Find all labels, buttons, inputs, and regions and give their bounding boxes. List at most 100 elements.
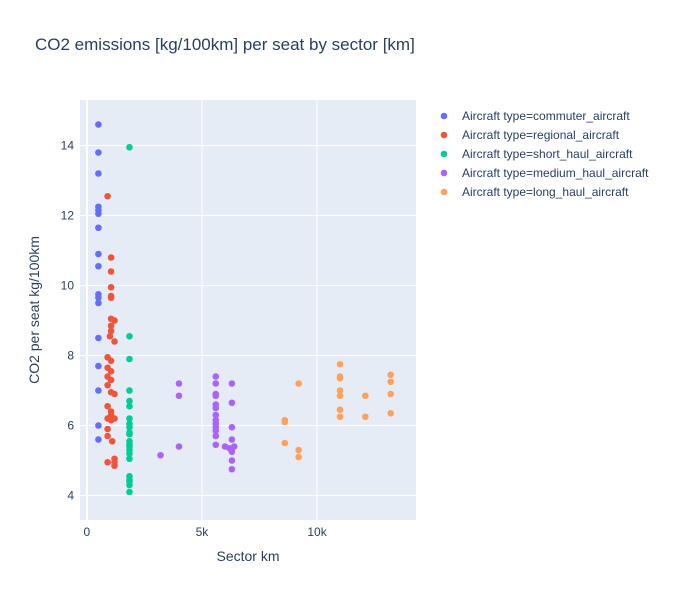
- data-point[interactable]: [212, 373, 220, 380]
- data-point[interactable]: [228, 436, 236, 443]
- data-point[interactable]: [295, 446, 302, 454]
- legend-item[interactable]: Aircraft type=medium_haul_aircraft: [440, 166, 649, 180]
- data-point[interactable]: [228, 399, 236, 407]
- data-point[interactable]: [387, 390, 394, 398]
- data-point[interactable]: [212, 404, 220, 412]
- data-point[interactable]: [126, 402, 133, 410]
- data-point[interactable]: [111, 338, 118, 345]
- data-point[interactable]: [362, 392, 369, 400]
- data-point[interactable]: [107, 411, 115, 419]
- data-point[interactable]: [387, 409, 394, 417]
- series-group: [281, 360, 394, 461]
- data-point[interactable]: [295, 380, 302, 387]
- data-point[interactable]: [212, 380, 220, 387]
- data-point[interactable]: [95, 170, 102, 177]
- data-point[interactable]: [104, 458, 111, 466]
- data-point[interactable]: [111, 317, 118, 324]
- legend-label: Aircraft type=long_haul_aircraft: [462, 185, 629, 199]
- data-point[interactable]: [336, 392, 344, 400]
- data-point[interactable]: [104, 402, 111, 410]
- legend-item[interactable]: Aircraft type=short_haul_aircraft: [440, 147, 633, 161]
- data-point[interactable]: [107, 367, 115, 375]
- data-point[interactable]: [95, 334, 102, 342]
- data-point[interactable]: [387, 371, 394, 379]
- data-point[interactable]: [126, 455, 133, 463]
- data-point[interactable]: [126, 387, 133, 394]
- data-point[interactable]: [107, 268, 115, 275]
- data-point[interactable]: [107, 283, 115, 291]
- data-point[interactable]: [126, 332, 133, 340]
- data-point[interactable]: [106, 332, 114, 340]
- legend-item[interactable]: Aircraft type=long_haul_aircraft: [440, 185, 629, 199]
- data-point[interactable]: [95, 436, 102, 443]
- data-point[interactable]: [107, 294, 115, 302]
- legend[interactable]: Aircraft type=commuter_aircraft Aircraft …: [440, 109, 649, 199]
- data-point[interactable]: [175, 380, 183, 387]
- data-point[interactable]: [281, 439, 289, 447]
- data-point[interactable]: [212, 427, 220, 435]
- data-point[interactable]: [126, 450, 133, 457]
- data-point[interactable]: [362, 413, 369, 421]
- legend-marker: [440, 150, 448, 158]
- data-point[interactable]: [104, 425, 111, 433]
- series-group: [104, 192, 118, 470]
- data-point[interactable]: [126, 355, 133, 363]
- data-point[interactable]: [104, 432, 111, 440]
- data-point[interactable]: [126, 488, 133, 496]
- data-point[interactable]: [212, 432, 220, 440]
- x-tick-label: 0: [84, 525, 91, 539]
- data-point[interactable]: [336, 360, 344, 368]
- data-point[interactable]: [387, 378, 394, 386]
- data-point[interactable]: [126, 143, 133, 151]
- data-point[interactable]: [95, 210, 102, 218]
- data-point[interactable]: [336, 387, 344, 394]
- data-point[interactable]: [126, 481, 133, 489]
- data-point[interactable]: [126, 430, 133, 438]
- legend-item[interactable]: Aircraft type=regional_aircraft: [440, 128, 620, 142]
- data-point[interactable]: [281, 418, 289, 426]
- data-point[interactable]: [336, 374, 344, 382]
- data-point[interactable]: [126, 423, 133, 431]
- data-point[interactable]: [111, 390, 118, 398]
- data-point[interactable]: [107, 376, 115, 384]
- data-point[interactable]: [95, 250, 102, 258]
- data-point[interactable]: [228, 465, 236, 473]
- data-point[interactable]: [212, 441, 220, 449]
- data-point[interactable]: [107, 327, 115, 335]
- data-point[interactable]: [95, 224, 102, 232]
- data-point[interactable]: [95, 387, 102, 394]
- legend-item[interactable]: Aircraft type=commuter_aircraft: [440, 109, 631, 123]
- data-point[interactable]: [95, 422, 102, 429]
- data-point[interactable]: [111, 462, 118, 470]
- data-point[interactable]: [212, 411, 220, 419]
- data-point[interactable]: [336, 406, 344, 414]
- data-point[interactable]: [175, 443, 183, 450]
- data-point[interactable]: [107, 322, 115, 330]
- legend-marker: [440, 112, 448, 120]
- data-point[interactable]: [228, 380, 236, 387]
- data-point[interactable]: [175, 392, 183, 400]
- data-point[interactable]: [228, 457, 236, 464]
- data-point[interactable]: [126, 397, 133, 405]
- data-point[interactable]: [95, 294, 102, 302]
- data-point[interactable]: [228, 448, 236, 456]
- data-point[interactable]: [336, 413, 344, 421]
- data-point[interactable]: [95, 262, 102, 270]
- data-point[interactable]: [228, 423, 236, 431]
- data-point[interactable]: [104, 192, 111, 200]
- data-point[interactable]: [95, 362, 102, 370]
- data-point[interactable]: [126, 415, 133, 422]
- data-point[interactable]: [230, 443, 238, 450]
- data-point[interactable]: [212, 392, 220, 400]
- data-point[interactable]: [95, 299, 102, 307]
- data-point[interactable]: [108, 437, 116, 445]
- data-point[interactable]: [295, 453, 302, 461]
- data-point[interactable]: [95, 149, 102, 156]
- data-point[interactable]: [157, 451, 164, 459]
- data-point[interactable]: [95, 121, 102, 128]
- data-point[interactable]: [107, 254, 115, 261]
- data-point[interactable]: [104, 381, 111, 389]
- series-group: [157, 373, 238, 473]
- data-point[interactable]: [107, 357, 115, 365]
